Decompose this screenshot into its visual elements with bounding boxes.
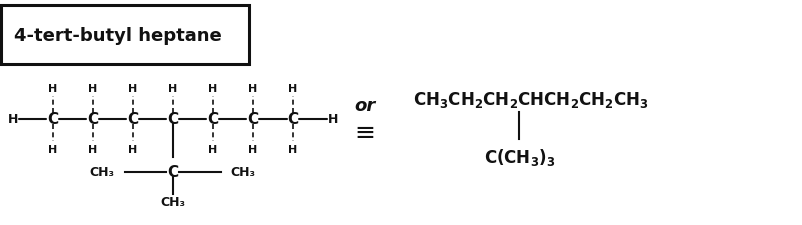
Text: 4-tert-butyl heptane: 4-tert-butyl heptane [14, 26, 222, 44]
Text: H: H [209, 84, 217, 94]
Text: C: C [168, 112, 178, 127]
Text: C: C [168, 164, 178, 179]
Text: H: H [288, 144, 298, 154]
Text: C: C [47, 112, 59, 127]
Text: H: H [88, 144, 97, 154]
Text: CH₃: CH₃ [160, 196, 185, 208]
Text: H: H [249, 84, 257, 94]
Text: H: H [249, 144, 257, 154]
Text: H: H [168, 84, 177, 94]
Text: H: H [128, 144, 137, 154]
Text: CH₃: CH₃ [231, 165, 256, 178]
Text: H: H [48, 84, 58, 94]
Text: or: or [354, 97, 375, 115]
Text: H: H [88, 84, 97, 94]
Text: H: H [48, 144, 58, 154]
Text: H: H [288, 84, 298, 94]
FancyBboxPatch shape [1, 6, 249, 64]
Text: CH₃: CH₃ [90, 165, 115, 178]
Text: C: C [247, 112, 258, 127]
Text: H: H [128, 84, 137, 94]
Text: $\mathregular{CH_3CH_2CH_2CHCH_2CH_2CH_3}$: $\mathregular{CH_3CH_2CH_2CHCH_2CH_2CH_3… [413, 89, 649, 109]
Text: C: C [207, 112, 218, 127]
Text: C: C [87, 112, 99, 127]
Text: $\mathregular{C(CH_3)_3}$: $\mathregular{C(CH_3)_3}$ [484, 147, 555, 168]
Text: ≡: ≡ [354, 121, 375, 145]
Text: C: C [287, 112, 298, 127]
Text: H: H [328, 113, 338, 126]
Text: H: H [209, 144, 217, 154]
Text: H: H [7, 113, 18, 126]
Text: C: C [128, 112, 139, 127]
